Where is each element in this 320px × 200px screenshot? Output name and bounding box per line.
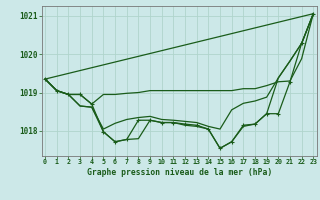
- X-axis label: Graphe pression niveau de la mer (hPa): Graphe pression niveau de la mer (hPa): [87, 168, 272, 177]
